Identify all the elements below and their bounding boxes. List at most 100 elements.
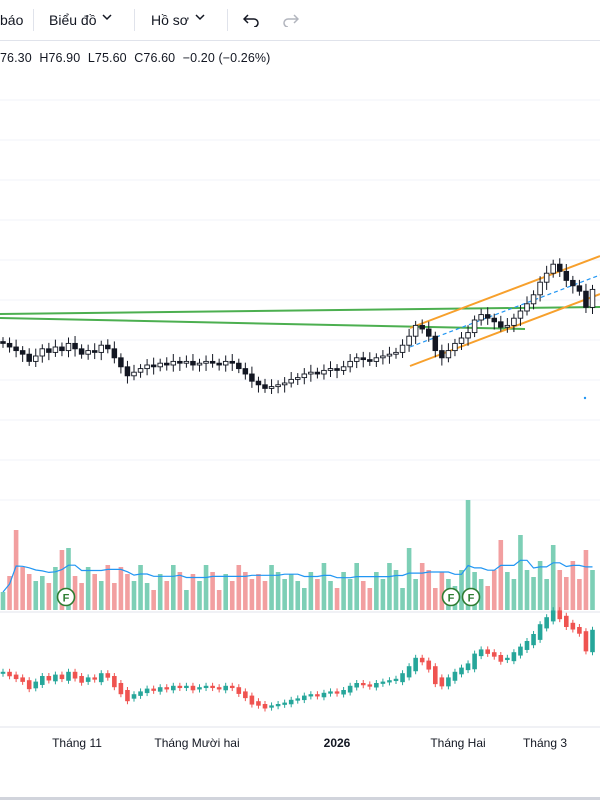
volume-bar-down	[491, 570, 497, 610]
candle-up	[196, 362, 203, 366]
candle-up	[504, 324, 511, 328]
volume-bar-down	[112, 583, 117, 610]
osc-candle-up	[478, 649, 484, 657]
volume-bar-down	[583, 550, 589, 610]
candle-up	[589, 288, 596, 308]
osc-candle-up	[171, 685, 176, 691]
toolbar-divider	[134, 9, 135, 31]
candle-up	[144, 364, 150, 370]
osc-candle-up	[354, 683, 359, 688]
volume-bar-up	[197, 581, 202, 610]
osc-candle-up	[302, 695, 307, 701]
toolbar-divider	[227, 9, 228, 31]
candle-up	[399, 344, 406, 353]
volume-bar-up	[518, 535, 523, 610]
ohlc-change: −0.20 (−0.26%)	[182, 51, 271, 65]
ohlc-low: L75.60	[87, 51, 127, 65]
candle-down	[46, 348, 52, 353]
candle-down	[19, 350, 26, 355]
candle-down	[177, 360, 183, 364]
channel-upper	[409, 255, 600, 329]
osc-candle-down	[216, 687, 222, 690]
candle-up	[353, 357, 360, 362]
volume-bar-down	[236, 565, 242, 610]
osc-candle-up	[131, 694, 137, 699]
volume-bar-up	[203, 565, 209, 610]
osc-candle-up	[138, 691, 143, 696]
candle-down	[432, 335, 439, 352]
time-axis-label: Tháng 11	[52, 736, 102, 750]
volume-bar-up	[544, 579, 549, 610]
f-badge-circle	[461, 587, 481, 607]
candle-down	[150, 364, 157, 368]
osc-candle-up	[288, 699, 294, 705]
volume-bar-up	[505, 572, 510, 610]
trendline-lower	[0, 317, 526, 330]
candle-up	[517, 310, 524, 319]
candle-up	[65, 342, 72, 352]
osc-candle-down	[439, 677, 445, 687]
volume-bar-down	[164, 581, 170, 610]
candle-up	[524, 303, 530, 312]
candle-down	[91, 350, 98, 353]
osc-candle-down	[498, 655, 504, 662]
volume-bar-down	[419, 563, 425, 610]
volume-bar-down	[13, 530, 19, 610]
f-badge-label: F	[63, 593, 70, 605]
profile-menu-button[interactable]: Hồ sơ	[151, 0, 205, 40]
candle-up	[340, 366, 347, 371]
candle-up	[281, 382, 288, 386]
osc-candle-up	[98, 673, 104, 683]
volume-bar-down	[229, 581, 235, 610]
osc-candle-up	[347, 685, 353, 693]
alerts-label: báo	[0, 12, 24, 28]
candle-down	[190, 360, 196, 366]
volume-bar-down	[367, 588, 373, 610]
volume-bar-down	[243, 572, 248, 610]
alerts-menu[interactable]: báo	[0, 0, 23, 40]
osc-candle-down	[557, 610, 563, 620]
volume-bar-down	[125, 574, 130, 610]
f-badge: F	[56, 587, 76, 607]
osc-candle-up	[393, 678, 399, 682]
osc-candle-up	[524, 641, 530, 650]
volume-bar-up	[321, 563, 327, 610]
osc-candle-down	[570, 622, 576, 630]
osc-candle-down	[164, 687, 170, 690]
candle-up	[445, 350, 452, 359]
candle-up	[131, 371, 137, 377]
candle-up	[275, 384, 281, 388]
f-badge: F	[461, 587, 481, 607]
osc-candle-up	[144, 688, 150, 694]
volume-bar-up	[328, 581, 333, 610]
osc-candle-down	[426, 660, 432, 670]
candle-up	[33, 355, 39, 362]
volume-bar-up	[171, 565, 176, 610]
volume-ma-line	[2, 559, 593, 593]
candle-up	[530, 294, 537, 305]
osc-candle-down	[334, 691, 340, 694]
chart-menu-button[interactable]: Biểu đồ	[49, 0, 113, 40]
redo-button[interactable]	[283, 0, 299, 40]
osc-candle-down	[360, 683, 366, 686]
osc-candle-down	[125, 690, 130, 702]
candle-down	[111, 348, 118, 359]
volume-bar-up	[524, 570, 530, 610]
candle-down	[72, 342, 78, 350]
undo-button[interactable]	[243, 0, 259, 40]
candle-down	[484, 314, 491, 319]
volume-bar-up	[269, 565, 274, 610]
candle-up	[327, 368, 334, 371]
volume-bar-up	[347, 579, 353, 610]
osc-candle-down	[177, 685, 183, 689]
volume-bar-up	[459, 570, 464, 610]
candle-down	[209, 360, 216, 364]
volume-bar-down	[577, 579, 582, 610]
osc-candle-up	[465, 663, 471, 671]
f-badge-label: F	[448, 593, 455, 605]
candle-up	[52, 346, 59, 353]
osc-candle-down	[367, 684, 373, 687]
volume-bar-down	[46, 583, 52, 610]
